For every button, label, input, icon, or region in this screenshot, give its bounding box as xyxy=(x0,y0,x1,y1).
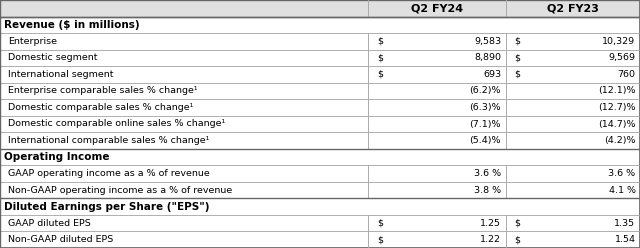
Bar xyxy=(0,132,640,149)
Text: $: $ xyxy=(377,70,383,79)
Text: Q2 FY24: Q2 FY24 xyxy=(411,3,463,13)
Bar xyxy=(0,50,640,66)
Text: $: $ xyxy=(515,235,520,244)
Text: $: $ xyxy=(377,53,383,62)
Text: 1.25: 1.25 xyxy=(480,219,501,228)
Text: (14.7)%: (14.7)% xyxy=(598,120,636,128)
Text: 693: 693 xyxy=(483,70,501,79)
Text: GAAP operating income as a % of revenue: GAAP operating income as a % of revenue xyxy=(8,169,210,178)
Text: (12.7)%: (12.7)% xyxy=(598,103,636,112)
Bar xyxy=(0,33,640,50)
Text: (7.1)%: (7.1)% xyxy=(470,120,501,128)
Text: 10,329: 10,329 xyxy=(602,37,636,46)
Text: Revenue ($ in millions): Revenue ($ in millions) xyxy=(4,20,140,30)
Text: $: $ xyxy=(515,37,520,46)
Text: (6.3)%: (6.3)% xyxy=(470,103,501,112)
Text: 3.6 %: 3.6 % xyxy=(474,169,501,178)
Text: $: $ xyxy=(515,219,520,228)
Text: Domestic comparable online sales % change¹: Domestic comparable online sales % chang… xyxy=(8,120,225,128)
Bar xyxy=(0,17,640,33)
Text: Q2 FY23: Q2 FY23 xyxy=(547,3,599,13)
Text: 3.8 %: 3.8 % xyxy=(474,186,501,195)
Text: 8,890: 8,890 xyxy=(474,53,501,62)
Bar xyxy=(0,116,640,132)
Text: Diluted Earnings per Share ("EPS"): Diluted Earnings per Share ("EPS") xyxy=(4,202,210,212)
Text: GAAP diluted EPS: GAAP diluted EPS xyxy=(8,219,91,228)
Text: $: $ xyxy=(377,235,383,244)
Text: (4.2)%: (4.2)% xyxy=(604,136,636,145)
Text: Enterprise: Enterprise xyxy=(8,37,58,46)
Text: 9,583: 9,583 xyxy=(474,37,501,46)
Text: 1.35: 1.35 xyxy=(614,219,636,228)
Bar xyxy=(0,83,640,99)
Bar xyxy=(0,149,640,165)
Text: Non-GAAP operating income as a % of revenue: Non-GAAP operating income as a % of reve… xyxy=(8,186,232,195)
Bar xyxy=(0,165,640,182)
Text: 9,569: 9,569 xyxy=(609,53,636,62)
Bar xyxy=(0,182,640,198)
Text: $: $ xyxy=(515,70,520,79)
Text: Domestic segment: Domestic segment xyxy=(8,53,98,62)
Text: (12.1)%: (12.1)% xyxy=(598,87,636,95)
Bar xyxy=(0,66,640,83)
Bar xyxy=(0,231,640,248)
Text: 4.1 %: 4.1 % xyxy=(609,186,636,195)
Text: Non-GAAP diluted EPS: Non-GAAP diluted EPS xyxy=(8,235,113,244)
Text: (5.4)%: (5.4)% xyxy=(470,136,501,145)
Bar xyxy=(0,198,640,215)
Text: International segment: International segment xyxy=(8,70,114,79)
Text: Enterprise comparable sales % change¹: Enterprise comparable sales % change¹ xyxy=(8,87,198,95)
Text: 1.22: 1.22 xyxy=(480,235,501,244)
Text: (6.2)%: (6.2)% xyxy=(470,87,501,95)
Text: $: $ xyxy=(377,37,383,46)
Text: Domestic comparable sales % change¹: Domestic comparable sales % change¹ xyxy=(8,103,194,112)
Text: International comparable sales % change¹: International comparable sales % change¹ xyxy=(8,136,210,145)
Text: $: $ xyxy=(377,219,383,228)
Text: Operating Income: Operating Income xyxy=(4,152,110,162)
Text: $: $ xyxy=(515,53,520,62)
Bar xyxy=(0,99,640,116)
Bar xyxy=(0,215,640,231)
Text: 3.6 %: 3.6 % xyxy=(609,169,636,178)
Text: 1.54: 1.54 xyxy=(614,235,636,244)
Text: 760: 760 xyxy=(618,70,636,79)
Bar xyxy=(0,0,640,17)
